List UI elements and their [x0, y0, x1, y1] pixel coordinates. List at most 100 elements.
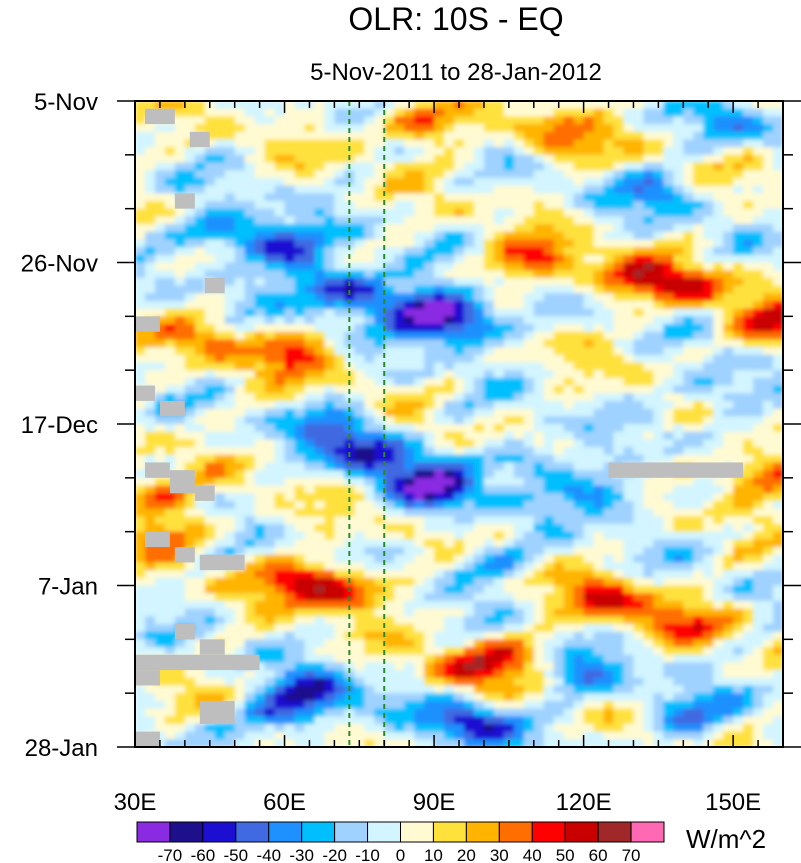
heatmap-cell	[463, 108, 475, 117]
heatmap-cell	[234, 539, 246, 548]
heatmap-cell	[773, 200, 783, 210]
heatmap-cell	[444, 216, 455, 225]
heatmap-cell	[703, 677, 714, 687]
heatmap-cell	[324, 239, 335, 248]
heatmap-cell	[693, 177, 704, 187]
heatmap-cell	[324, 308, 335, 317]
heatmap-cell	[753, 139, 764, 148]
heatmap-cell	[543, 116, 555, 125]
heatmap-cell	[723, 585, 734, 594]
heatmap-cell	[224, 623, 236, 633]
heatmap-cell	[503, 116, 515, 125]
heatmap-cell	[593, 593, 605, 602]
heatmap-cell	[144, 185, 156, 194]
heatmap-cell	[334, 539, 345, 548]
heatmap-cell	[144, 639, 156, 648]
heatmap-cell	[553, 470, 565, 479]
heatmap-cell	[264, 523, 276, 533]
heatmap-cell	[314, 331, 326, 340]
heatmap-cell	[244, 177, 256, 187]
heatmap-cell	[424, 254, 435, 264]
heatmap-cell	[264, 354, 276, 364]
heatmap-cell	[414, 485, 425, 494]
heatmap-cell	[463, 185, 475, 194]
heatmap-cell	[434, 285, 445, 294]
heatmap-cell	[184, 616, 196, 625]
heatmap-cell	[234, 239, 246, 248]
heatmap-cell	[454, 331, 465, 340]
heatmap-cell	[274, 508, 286, 517]
heatmap-cell	[773, 600, 783, 610]
heatmap-cell	[483, 300, 495, 310]
heatmap-cell	[523, 647, 535, 656]
heatmap-cell	[743, 162, 754, 171]
heatmap-cell	[334, 331, 345, 340]
heatmap-cell	[174, 647, 186, 656]
heatmap-cell	[334, 639, 345, 648]
heatmap-cell	[693, 508, 704, 517]
heatmap-cell	[603, 562, 615, 571]
heatmap-cell	[284, 493, 296, 502]
heatmap-cell	[583, 639, 595, 648]
heatmap-cell	[663, 177, 674, 187]
heatmap-cell	[493, 493, 505, 502]
heatmap-cell	[294, 239, 306, 248]
heatmap-cell	[264, 293, 276, 302]
heatmap-cell	[723, 523, 734, 533]
heatmap-cell	[384, 585, 395, 594]
heatmap-cell	[623, 454, 635, 464]
heatmap-cell	[204, 616, 216, 625]
heatmap-cell	[204, 300, 216, 310]
heatmap-cell	[344, 623, 355, 633]
heatmap-cell	[503, 316, 515, 325]
heatmap-cell	[583, 685, 595, 694]
heatmap-cell	[394, 547, 405, 556]
heatmap-cell	[184, 254, 196, 264]
heatmap-cell	[713, 570, 724, 579]
heatmap-cell	[473, 300, 485, 310]
heatmap-cell	[523, 231, 535, 241]
heatmap-cell	[284, 208, 296, 217]
heatmap-cell	[194, 231, 206, 241]
heatmap-cell	[553, 662, 565, 671]
heatmap-cell	[653, 316, 664, 325]
heatmap-cell	[154, 331, 166, 340]
heatmap-cell	[773, 477, 783, 487]
heatmap-cell	[184, 331, 196, 340]
heatmap-cell	[523, 508, 535, 517]
heatmap-cell	[473, 200, 485, 210]
heatmap-cell	[444, 585, 455, 594]
heatmap-cell	[334, 570, 345, 579]
heatmap-cell	[454, 523, 465, 533]
heatmap-cell	[264, 393, 276, 402]
heatmap-cell	[493, 393, 505, 402]
heatmap-cell	[733, 331, 744, 340]
heatmap-cell	[394, 562, 405, 571]
heatmap-cell	[234, 600, 246, 610]
heatmap-cell	[673, 193, 684, 202]
heatmap-cell	[414, 623, 425, 633]
heatmap-cell	[344, 300, 355, 310]
heatmap-cell	[763, 454, 774, 464]
heatmap-cell	[703, 277, 714, 287]
heatmap-cell	[224, 108, 236, 117]
heatmap-cell	[334, 493, 345, 502]
heatmap-cell	[463, 200, 475, 210]
heatmap-cell	[743, 254, 754, 264]
heatmap-cell	[633, 116, 645, 125]
heatmap-cell	[274, 408, 286, 417]
heatmap-cell	[523, 277, 535, 287]
heatmap-cell	[184, 300, 196, 310]
heatmap-cell	[463, 616, 475, 625]
heatmap-cell	[683, 424, 694, 433]
heatmap-cell	[613, 300, 625, 310]
heatmap-cell	[733, 101, 744, 110]
heatmap-cell	[244, 200, 256, 210]
heatmap-cell	[164, 500, 176, 510]
heatmap-cell	[693, 500, 704, 510]
heatmap-cell	[633, 308, 645, 317]
heatmap-cell	[294, 154, 306, 164]
heatmap-cell	[244, 393, 256, 402]
heatmap-cell	[593, 424, 605, 433]
heatmap-cell	[274, 231, 286, 241]
